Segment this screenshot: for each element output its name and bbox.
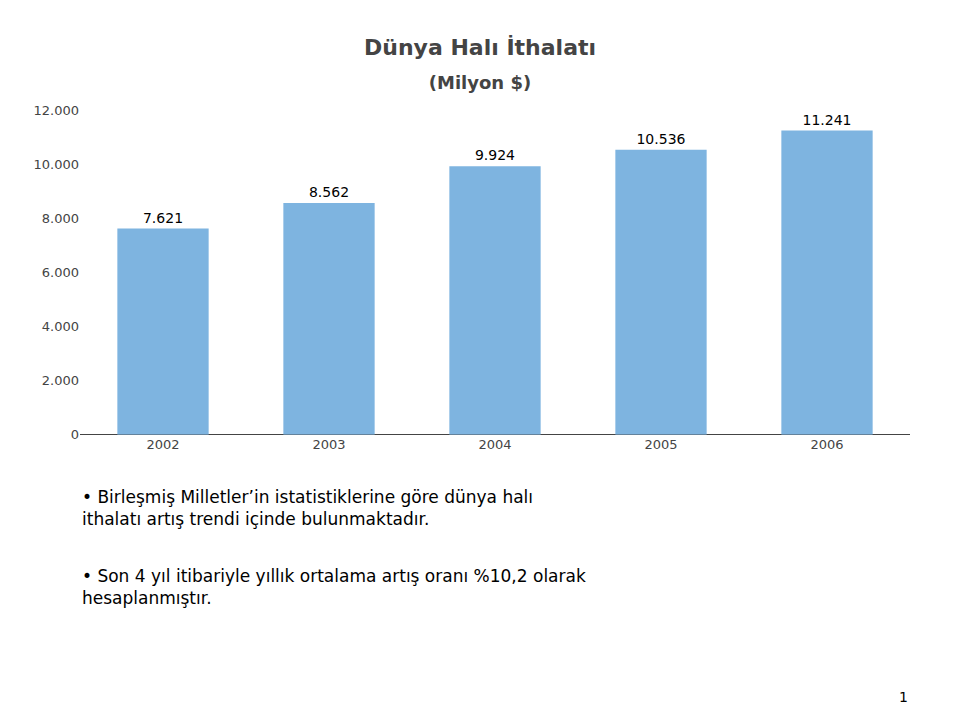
svg-text:6.000: 6.000 [42, 265, 79, 280]
svg-text:10.000: 10.000 [34, 157, 80, 172]
svg-text:2006: 2006 [810, 437, 843, 452]
svg-text:2004: 2004 [478, 437, 511, 452]
svg-text:2.000: 2.000 [42, 373, 79, 388]
svg-text:Dünya Halı İthalatı: Dünya Halı İthalatı [364, 35, 596, 60]
svg-text:2005: 2005 [644, 437, 677, 452]
svg-text:11.241: 11.241 [803, 112, 852, 128]
svg-text:• Birleşmiş Milletler’in istat: • Birleşmiş Milletler’in istatistiklerin… [82, 487, 533, 529]
svg-text:2003: 2003 [312, 437, 345, 452]
svg-text:7.621: 7.621 [143, 210, 183, 226]
svg-text:4.000: 4.000 [42, 319, 79, 334]
svg-text:8.000: 8.000 [42, 211, 79, 226]
svg-text:2002: 2002 [146, 437, 179, 452]
svg-text:(Milyon $): (Milyon $) [429, 72, 531, 93]
svg-text:0: 0 [71, 427, 79, 442]
svg-text:9.924: 9.924 [475, 147, 515, 163]
svg-text:10.536: 10.536 [636, 131, 685, 147]
svg-text:12.000: 12.000 [34, 103, 80, 118]
svg-text:1: 1 [899, 689, 908, 705]
svg-text:8.562: 8.562 [309, 184, 349, 200]
svg-text:• Son 4 yıl itibariyle yıllık: • Son 4 yıl itibariyle yıllık ortalama a… [82, 566, 586, 608]
